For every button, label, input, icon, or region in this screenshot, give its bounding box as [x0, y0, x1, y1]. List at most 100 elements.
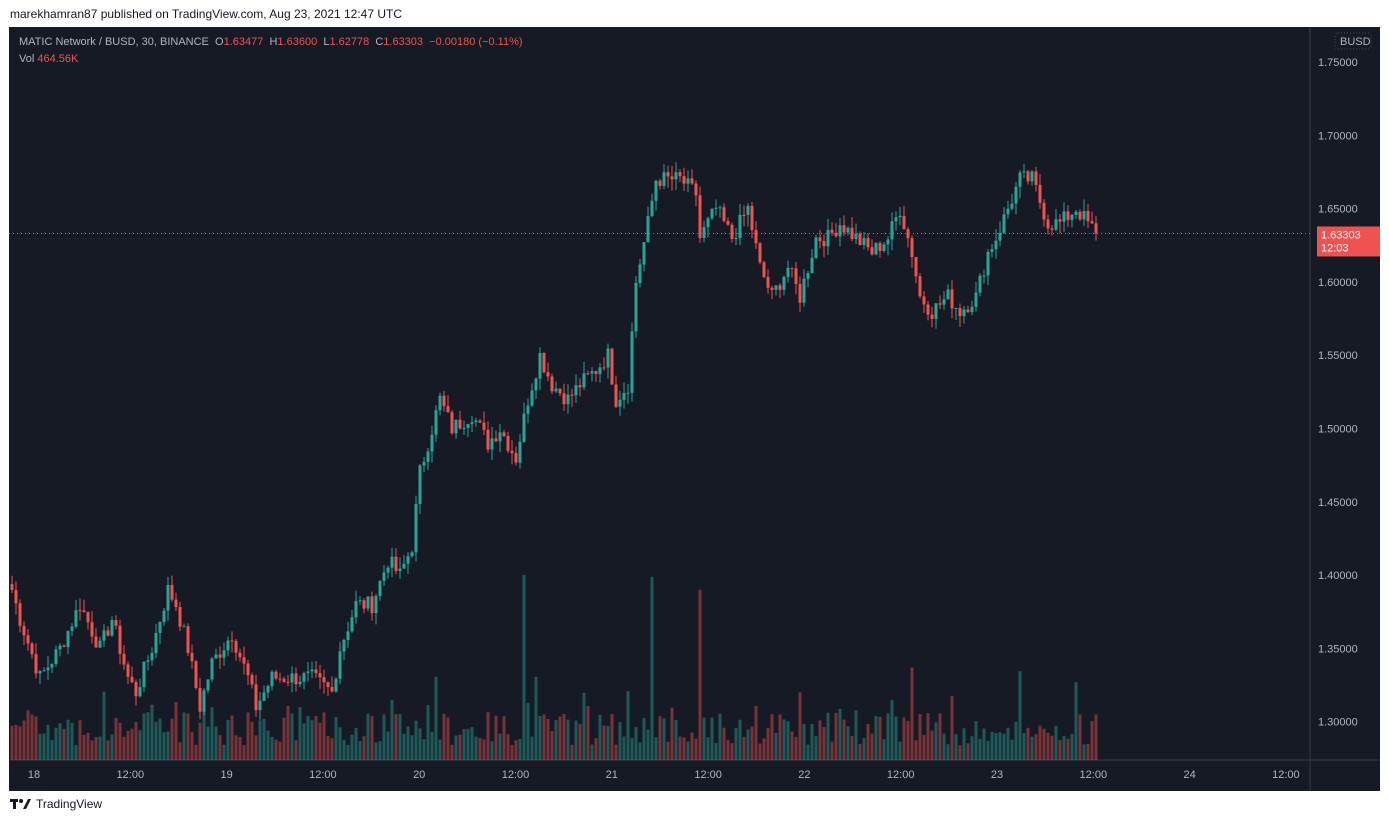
volume-bar	[1026, 727, 1030, 760]
candle-body	[358, 600, 362, 602]
volume-bar	[1006, 727, 1010, 760]
volume-bar	[874, 715, 878, 760]
volume-bar	[78, 720, 82, 760]
volume-bar	[1022, 733, 1026, 760]
volume-bar	[110, 734, 114, 760]
currency-badge: BUSD	[1334, 32, 1372, 50]
volume-bar	[894, 716, 898, 760]
candle-body	[906, 229, 910, 239]
volume-bar	[402, 733, 406, 760]
volume-bar	[106, 740, 110, 760]
candle-body	[946, 289, 950, 300]
volume-bar	[410, 735, 414, 760]
candle-body	[154, 632, 158, 654]
candle-body	[574, 385, 578, 396]
candle-body	[686, 178, 690, 184]
candle-body	[698, 195, 702, 238]
volume-bar	[10, 725, 14, 760]
y-tick-label: 1.45000	[1318, 497, 1358, 509]
candle-body	[830, 229, 834, 233]
candle-body	[954, 308, 958, 310]
volume-bar	[658, 716, 662, 760]
volume-bar	[734, 728, 738, 760]
volume-bar	[706, 737, 710, 760]
candle-body	[230, 640, 234, 642]
candle-body	[290, 673, 294, 683]
candle-body	[454, 419, 458, 434]
candle-body	[1002, 214, 1006, 233]
volume-bar	[886, 713, 890, 760]
candle-body	[778, 285, 782, 290]
volume-bar	[314, 716, 318, 760]
volume-bar	[294, 740, 298, 760]
candle-body	[886, 239, 890, 245]
volume-bar	[1002, 733, 1006, 760]
candle-body	[174, 599, 178, 608]
candle-body	[390, 556, 394, 568]
candle-body	[50, 663, 54, 668]
candle-body	[910, 238, 914, 257]
volume-bar	[102, 691, 106, 760]
volume-bar	[1038, 725, 1042, 760]
candle-body	[450, 412, 454, 434]
candle-body	[190, 652, 194, 662]
volume-bar	[786, 721, 790, 760]
candle-body	[958, 308, 962, 317]
candle-body	[890, 221, 894, 240]
volume-bar	[534, 676, 538, 760]
volume-bar	[542, 714, 546, 760]
volume-bar	[230, 715, 234, 760]
volume-bar	[366, 713, 370, 760]
volume-bar	[206, 726, 210, 760]
volume-bar	[458, 734, 462, 760]
candle-body	[802, 278, 806, 303]
candle-body	[246, 663, 250, 676]
candle-body	[38, 671, 42, 674]
candle-body	[314, 669, 318, 674]
candle-body	[842, 225, 846, 233]
candle-body	[494, 438, 498, 442]
volume-bar	[194, 744, 198, 760]
candle-body	[1018, 172, 1022, 187]
volume-bar	[1074, 682, 1078, 760]
candle-body	[158, 622, 162, 633]
candle-body	[506, 436, 510, 451]
chart-area[interactable]: 1.75000 1.70000 1.65000 1.60000 1.55000 1.500…	[9, 27, 1380, 791]
volume-bar	[762, 738, 766, 760]
volume-bar	[914, 740, 918, 760]
volume-bar	[974, 720, 978, 760]
candle-body	[1030, 171, 1034, 182]
symbol-title[interactable]: MATIC Network / BUSD, 30, BINANCE	[19, 36, 209, 48]
candle-body	[762, 262, 766, 277]
candle-body	[238, 652, 242, 658]
volume-bar	[466, 728, 470, 760]
volume-bar	[198, 722, 202, 760]
volume-bar	[670, 707, 674, 760]
candle-body	[810, 257, 814, 274]
volume-bar	[662, 718, 666, 760]
volume-bar	[606, 725, 610, 760]
candle-body	[982, 275, 986, 277]
candle-body	[862, 238, 866, 246]
volume-bar	[86, 732, 90, 760]
price-chart[interactable]: 1.75000 1.70000 1.65000 1.60000 1.55000 1.500…	[9, 27, 1380, 791]
candle-body	[534, 378, 538, 391]
candle-body	[138, 687, 142, 697]
y-tick-label: 1.35000	[1318, 643, 1358, 655]
candle-body	[758, 243, 762, 263]
volume-bar	[942, 733, 946, 760]
volume-bar	[362, 736, 366, 760]
candle-body	[742, 214, 746, 216]
volume-bar	[626, 691, 630, 760]
candle-body	[590, 371, 594, 374]
volume-bar	[502, 716, 506, 760]
candle-body	[502, 432, 506, 437]
y-tick-label: 1.30000	[1318, 717, 1358, 729]
volume-bar	[654, 737, 658, 760]
candle-body	[66, 630, 70, 648]
candle-body	[186, 626, 190, 653]
volume-bar	[66, 719, 70, 760]
volume-bar	[470, 727, 474, 760]
candle-body	[126, 664, 130, 677]
candle-body	[30, 643, 34, 655]
